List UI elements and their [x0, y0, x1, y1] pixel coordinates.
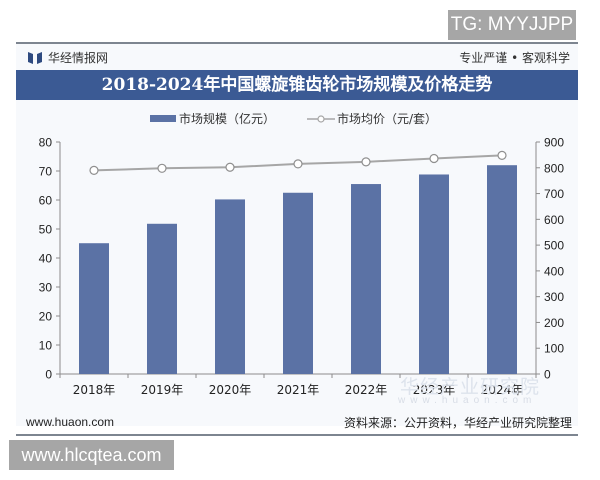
x-axis-category-label: 2019年 [141, 383, 184, 397]
right-axis-tick-label: 100 [544, 342, 564, 356]
right-axis-tick-label: 0 [544, 368, 551, 382]
avg-price-marker [497, 150, 507, 161]
left-axis-tick-label: 30 [39, 281, 53, 295]
bar-market-size [487, 165, 517, 374]
bar-market-size [351, 184, 381, 374]
legend-label-market-size: 市场规模（亿元） [179, 112, 276, 126]
legend-item-avg-price: 市场均价（元/套） [307, 110, 437, 127]
avg-price-marker [293, 159, 303, 169]
watermark-url: www.huaon.com [398, 395, 537, 406]
bar-market-size [215, 199, 245, 374]
right-axis-tick-label: 300 [544, 290, 564, 304]
left-axis-tick-label: 20 [39, 310, 53, 324]
avg-price-marker [157, 163, 167, 173]
right-axis-tick-label: 200 [544, 316, 564, 330]
x-axis-category-label: 2023年 [413, 383, 456, 397]
x-axis-category-label: 2020年 [209, 383, 252, 397]
left-axis-tick-label: 50 [39, 223, 53, 237]
legend-label-avg-price: 市场均价（元/套） [337, 112, 438, 126]
bar-market-size [147, 223, 177, 374]
line-marker-swatch-icon [307, 114, 335, 123]
chart-title: 2018-2024年中国螺旋锥齿轮市场规模及价格走势 [16, 70, 578, 100]
left-axis-tick-label: 70 [39, 165, 53, 179]
x-axis-category-label: 2024年 [481, 383, 524, 397]
bar-swatch-icon [150, 115, 176, 122]
brand-row: 华经情报网 专业严谨 • 客观科学 [16, 46, 578, 70]
brand-logo-icon [28, 52, 42, 64]
right-axis-tick-label: 400 [544, 264, 564, 278]
right-axis-tick-label: 900 [544, 136, 564, 150]
left-axis-tick-label: 0 [45, 368, 52, 382]
left-axis-tick-label: 10 [39, 339, 53, 353]
top-divider [16, 42, 578, 44]
tg-watermark-badge: TG: MYYJJPP [448, 10, 576, 40]
watermark-text: 华经产业研究院 [400, 376, 541, 398]
left-axis-tick-label: 60 [39, 194, 53, 208]
right-axis-tick-label: 500 [544, 239, 564, 253]
bar-market-size [283, 192, 313, 374]
avg-price-marker [429, 153, 439, 164]
avg-price-marker [89, 165, 99, 175]
bar-market-size [419, 174, 449, 374]
x-axis-category-label: 2018年 [73, 383, 116, 397]
chart-legend: 市场规模（亿元） 市场均价（元/套） [0, 110, 600, 128]
site-watermark-badge: www.hlcqtea.com [9, 440, 174, 470]
slogan: 专业严谨 • 客观科学 [459, 51, 570, 65]
left-axis-tick-label: 40 [39, 252, 53, 266]
bar-market-size [79, 243, 109, 374]
brand-name: 华经情报网 [48, 51, 109, 65]
legend-item-market-size: 市场规模（亿元） [150, 110, 275, 127]
x-axis-category-label: 2021年 [277, 383, 320, 397]
footer-source: 资料来源：公开资料，华经产业研究院整理 [343, 416, 572, 430]
avg-price-marker [225, 162, 235, 172]
avg-price-marker [361, 157, 371, 167]
bottom-divider [16, 434, 578, 436]
right-axis-tick-label: 800 [544, 161, 564, 175]
footer-website: www.huaon.com [26, 415, 115, 429]
right-axis-tick-label: 700 [544, 187, 564, 201]
left-axis-tick-label: 80 [39, 136, 53, 150]
right-axis-tick-label: 600 [544, 213, 564, 227]
x-axis-category-label: 2022年 [345, 383, 388, 397]
